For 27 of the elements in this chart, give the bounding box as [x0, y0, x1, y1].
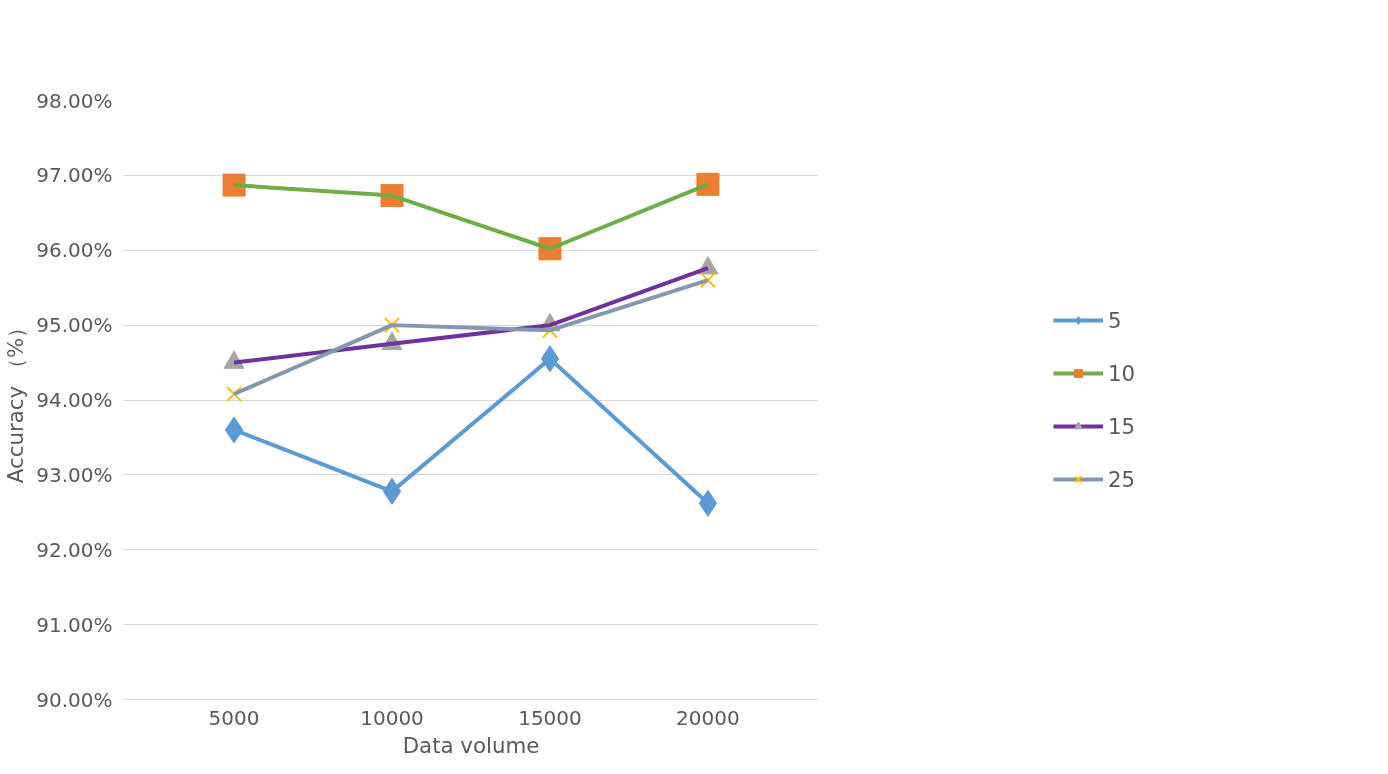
point — [222, 173, 246, 197]
y-tick-label: 96.00% — [36, 238, 113, 263]
legend-label: 25 — [1107, 466, 1136, 492]
y-tick-label: 93.00% — [36, 462, 113, 487]
point — [698, 489, 718, 517]
point — [541, 322, 559, 339]
x-tick-label: 20000 — [676, 705, 740, 730]
y-tick-label: 90.00% — [36, 687, 113, 712]
y-tick-label: 97.00% — [36, 163, 113, 188]
legend-label: 15 — [1107, 413, 1136, 439]
y-tick-label: 98.00% — [36, 88, 113, 113]
x-tick-label: 10000 — [360, 705, 424, 730]
point — [699, 272, 716, 289]
y-tick-label: 92.00% — [36, 537, 113, 562]
x-tick-label: 15000 — [518, 705, 582, 730]
point — [696, 172, 720, 196]
point — [224, 416, 244, 444]
y-tick-label: 94.00% — [36, 388, 113, 412]
x-axis-title: Data volume — [402, 732, 540, 758]
point — [383, 317, 401, 334]
legend-label: 10 — [1107, 360, 1136, 386]
y-axis-title: Accuracy （%） — [3, 316, 29, 484]
legend-label: 5 — [1107, 307, 1123, 333]
point — [226, 385, 243, 403]
y-tick-label: 91.00% — [36, 612, 113, 637]
y-tick-label: 95.00% — [36, 313, 113, 338]
x-tick-label: 5000 — [208, 705, 260, 730]
